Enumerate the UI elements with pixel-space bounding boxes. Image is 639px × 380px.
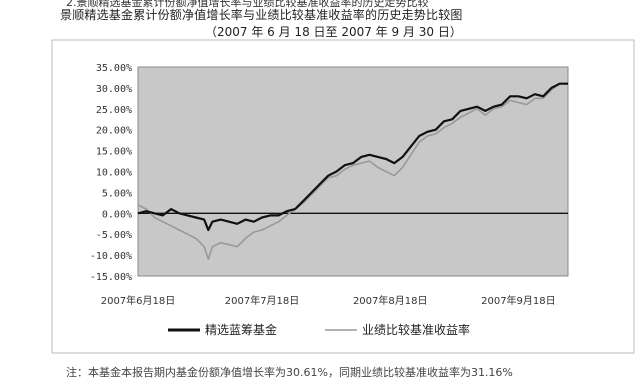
cut-off-heading: 2.景顺精选基金累计份额净值增长率与业绩比较基准收益率的历史走势比较 bbox=[66, 0, 429, 9]
y-tick-label: 30.00% bbox=[96, 84, 132, 95]
series-fund-line bbox=[137, 82, 568, 232]
y-tick-label: 0.00% bbox=[102, 209, 132, 220]
y-tick-label: 5.00% bbox=[102, 188, 132, 199]
x-tick-label: 2007年6月18日 bbox=[101, 294, 176, 307]
plot-area bbox=[137, 66, 569, 277]
y-tick-label: 25.00% bbox=[96, 105, 132, 116]
chart-frame bbox=[51, 39, 635, 354]
chart-subtitle: （2007 年 6 月 18 日至 2007 年 9 月 30 日） bbox=[205, 25, 462, 39]
x-axis: 2007年6月18日 2007年7月18日 2007年8月18日 2007年9月18日 bbox=[101, 294, 556, 307]
legend-label-fund: 精选蓝筹基金 bbox=[205, 322, 277, 337]
chart-title: 景顺精选基金累计份额净值增长率与业绩比较基准收益率的历史走势比较图 bbox=[60, 8, 463, 22]
y-tick-label: 20.00% bbox=[96, 126, 132, 137]
series-benchmark-line bbox=[137, 82, 568, 261]
series-layer bbox=[137, 82, 568, 261]
y-tick-label: 15.00% bbox=[96, 147, 132, 158]
y-tick-label: 10.00% bbox=[96, 168, 132, 179]
y-tick-label: -15.00% bbox=[90, 272, 132, 283]
x-tick-label: 2007年8月18日 bbox=[353, 294, 428, 307]
line-chart: -15.00% -10.00% -5.00% 0.00% 5.00% 10.00% 15.0… bbox=[51, 39, 635, 354]
legend: 精选蓝筹基金 业绩比较基准收益率 bbox=[168, 322, 470, 337]
cut-off-footnote: 注：本基金本报告期内基金份额净值增长率为30.61%，同期业绩比较基准收益率为3… bbox=[66, 366, 513, 379]
x-tick-label: 2007年9月18日 bbox=[481, 294, 556, 307]
legend-label-benchmark: 业绩比较基准收益率 bbox=[362, 322, 470, 337]
y-tick-label: 35.00% bbox=[96, 63, 132, 74]
y-tick-label: -10.00% bbox=[90, 251, 132, 262]
y-tick-label: -5.00% bbox=[96, 230, 132, 241]
y-axis: -15.00% -10.00% -5.00% 0.00% 5.00% 10.00% 15.0… bbox=[90, 63, 132, 283]
x-tick-label: 2007年7月18日 bbox=[225, 294, 300, 307]
